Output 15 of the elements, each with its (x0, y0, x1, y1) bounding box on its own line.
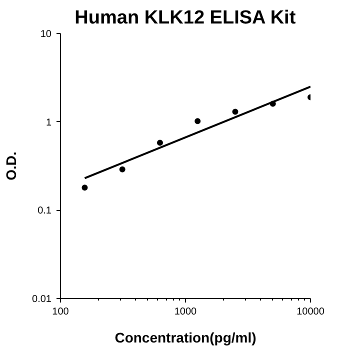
x-axis-title: Concentration(pg/ml) (114, 330, 256, 346)
y-tick-label: 1 (46, 117, 52, 128)
x-tick-label: 100 (52, 306, 70, 318)
point (156, 140, 163, 146)
y-tick-label: 0.1 (38, 206, 52, 217)
point (232, 108, 238, 115)
chart-title: Human KLK12 ELISA Kit (74, 8, 296, 28)
point (194, 118, 201, 124)
y-tick-label: 0.01 (32, 294, 52, 305)
point (82, 184, 88, 191)
x-tick-label: 1000 (174, 306, 198, 318)
point (119, 166, 126, 172)
x-tick-label: 10000 (296, 306, 325, 318)
y-tick-label: 10 (40, 29, 52, 40)
y-axis-title: O.D. (3, 152, 20, 180)
